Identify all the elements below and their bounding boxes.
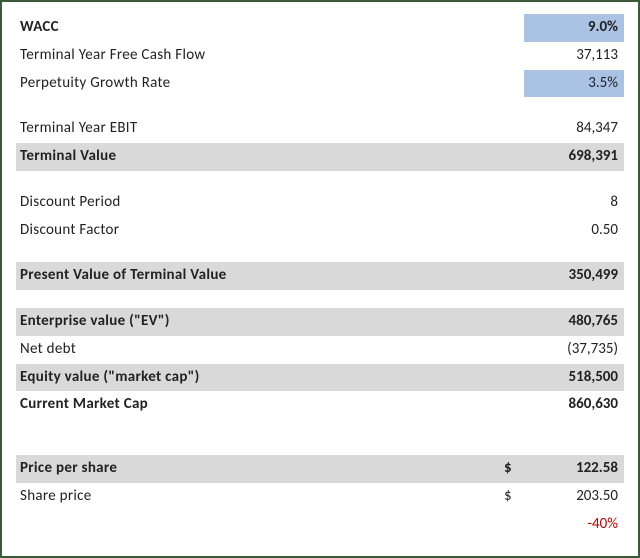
table-row: Terminal Year Free Cash Flow 37,113 bbox=[16, 42, 624, 70]
table-row: WACC 9.0% bbox=[16, 14, 624, 42]
row-value: 698,391 bbox=[524, 143, 624, 171]
row-value: 37,113 bbox=[524, 42, 624, 70]
spacer-cell bbox=[16, 437, 624, 455]
row-label: Terminal Value bbox=[16, 143, 500, 171]
row-currency bbox=[500, 14, 524, 42]
row-value: 122.58 bbox=[524, 455, 624, 483]
row-currency: $ bbox=[500, 455, 524, 483]
row-currency bbox=[500, 42, 524, 70]
row-label: Present Value of Terminal Value bbox=[16, 262, 500, 290]
row-label bbox=[16, 511, 500, 539]
row-currency bbox=[500, 189, 524, 217]
spacer-row bbox=[16, 419, 624, 437]
table-row: -40% bbox=[16, 511, 624, 539]
row-value: 860,630 bbox=[524, 391, 624, 419]
row-label: Share price bbox=[16, 483, 500, 511]
valuation-table-frame: WACC 9.0% Terminal Year Free Cash Flow 37,1… bbox=[0, 0, 640, 558]
row-label: Enterprise value ("EV") bbox=[16, 308, 500, 336]
row-label: WACC bbox=[16, 14, 500, 42]
spacer-row bbox=[16, 244, 624, 262]
table-row: Present Value of Terminal Value 350,499 bbox=[16, 262, 624, 290]
row-label: Terminal Year EBIT bbox=[16, 115, 500, 143]
valuation-table-body: WACC 9.0% Terminal Year Free Cash Flow 37,1… bbox=[16, 14, 624, 538]
spacer-cell bbox=[16, 290, 624, 308]
row-label: Current Market Cap bbox=[16, 391, 500, 419]
row-label: Net debt bbox=[16, 336, 500, 364]
row-currency bbox=[500, 511, 524, 539]
spacer-cell bbox=[16, 419, 624, 437]
row-value: 84,347 bbox=[524, 115, 624, 143]
row-currency bbox=[500, 70, 524, 98]
row-value: 350,499 bbox=[524, 262, 624, 290]
row-currency bbox=[500, 262, 524, 290]
spacer-cell bbox=[16, 244, 624, 262]
table-row: Discount Period 8 bbox=[16, 189, 624, 217]
row-currency bbox=[500, 143, 524, 171]
row-currency bbox=[500, 364, 524, 392]
spacer-cell bbox=[16, 97, 624, 115]
row-currency bbox=[500, 308, 524, 336]
row-value: 9.0% bbox=[524, 14, 624, 42]
row-label: Equity value ("market cap") bbox=[16, 364, 500, 392]
row-label: Discount Factor bbox=[16, 217, 500, 245]
table-row: Terminal Value 698,391 bbox=[16, 143, 624, 171]
row-currency bbox=[500, 391, 524, 419]
spacer-cell bbox=[16, 171, 624, 189]
table-row: Current Market Cap 860,630 bbox=[16, 391, 624, 419]
row-value: -40% bbox=[524, 511, 624, 539]
row-value: 480,765 bbox=[524, 308, 624, 336]
row-value: 0.50 bbox=[524, 217, 624, 245]
spacer-row bbox=[16, 171, 624, 189]
table-row: Perpetuity Growth Rate 3.5% bbox=[16, 70, 624, 98]
row-label: Terminal Year Free Cash Flow bbox=[16, 42, 500, 70]
row-label: Discount Period bbox=[16, 189, 500, 217]
spacer-row bbox=[16, 437, 624, 455]
table-row: Share price$203.50 bbox=[16, 483, 624, 511]
row-label: Price per share bbox=[16, 455, 500, 483]
row-currency bbox=[500, 217, 524, 245]
spacer-row bbox=[16, 290, 624, 308]
valuation-table: WACC 9.0% Terminal Year Free Cash Flow 37,1… bbox=[16, 14, 624, 538]
table-row: Price per share$122.58 bbox=[16, 455, 624, 483]
table-row: Discount Factor 0.50 bbox=[16, 217, 624, 245]
row-currency: $ bbox=[500, 483, 524, 511]
row-value: 3.5% bbox=[524, 70, 624, 98]
table-row: Net debt (37,735) bbox=[16, 336, 624, 364]
table-row: Enterprise value ("EV") 480,765 bbox=[16, 308, 624, 336]
table-row: Terminal Year EBIT 84,347 bbox=[16, 115, 624, 143]
row-value: (37,735) bbox=[524, 336, 624, 364]
row-currency bbox=[500, 115, 524, 143]
row-value: 8 bbox=[524, 189, 624, 217]
row-label: Perpetuity Growth Rate bbox=[16, 70, 500, 98]
row-value: 518,500 bbox=[524, 364, 624, 392]
table-row: Equity value ("market cap") 518,500 bbox=[16, 364, 624, 392]
spacer-row bbox=[16, 97, 624, 115]
row-value: 203.50 bbox=[524, 483, 624, 511]
row-currency bbox=[500, 336, 524, 364]
